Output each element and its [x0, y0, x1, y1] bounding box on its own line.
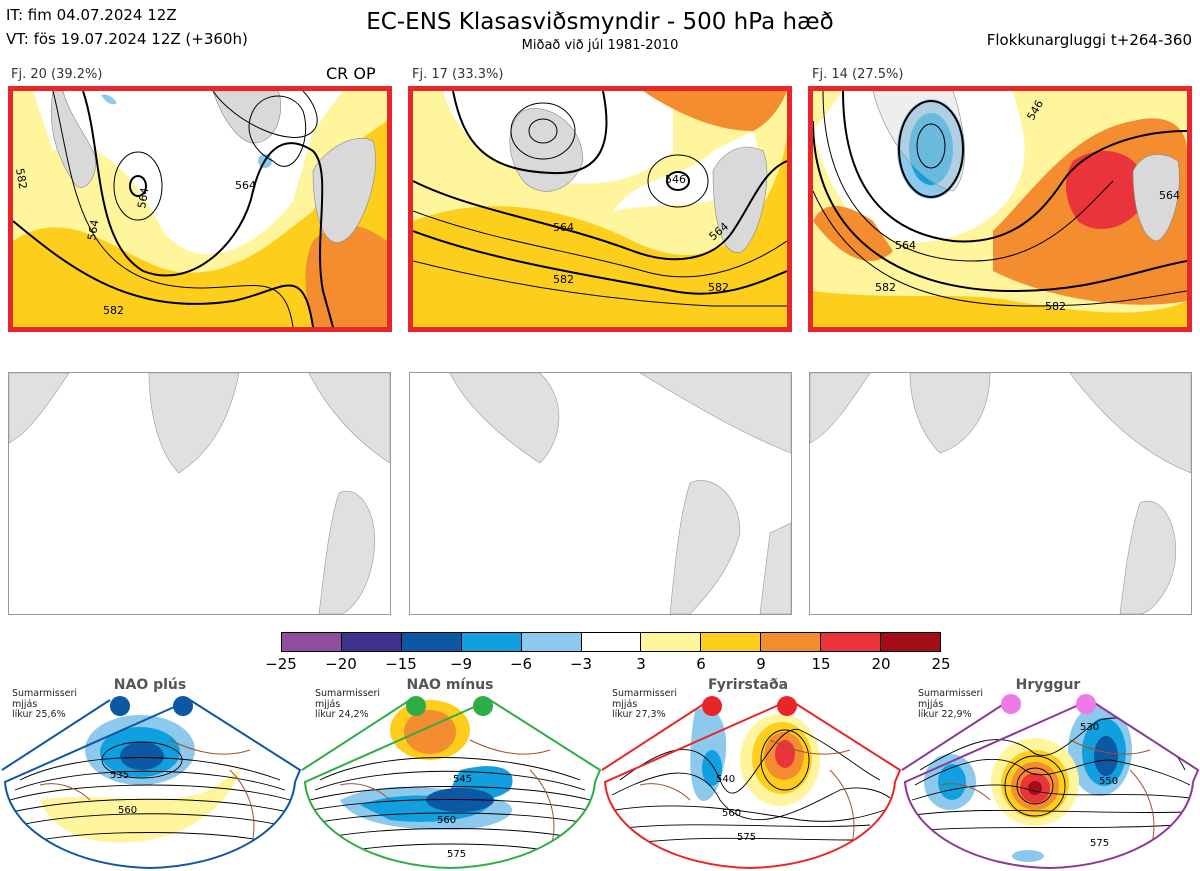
contour-label: 575: [1090, 838, 1109, 849]
colorbar-tick-label: 20: [871, 655, 891, 673]
contour-label: 582: [553, 273, 574, 286]
colorbar-swatch: [520, 633, 581, 651]
contour-label: 564: [895, 239, 916, 252]
contour-label: 540: [716, 774, 735, 785]
regime-2-meta: Sumarmisseri mjjás líkur 24,2%: [315, 688, 381, 720]
blank-map-2: [409, 372, 792, 615]
colorbar-tick-label: 6: [696, 655, 706, 673]
colorbar-tick-label: −25: [265, 655, 297, 673]
regime-1-marker-left: [110, 696, 130, 716]
regime-4-title: Hryggur: [1015, 677, 1081, 693]
regime-2-marker-left: [406, 696, 426, 716]
regime-1-title: NAO plús: [113, 677, 187, 693]
colorbar-swatch: [340, 633, 401, 651]
colorbar-swatch: [820, 633, 881, 651]
blank-map-3: [809, 372, 1192, 615]
contour-label: 560: [118, 805, 137, 816]
contour-label: 564: [235, 179, 256, 192]
regime-3-marker-left: [702, 696, 722, 716]
contour-label: 564: [85, 219, 101, 242]
colorbar-swatch: [700, 633, 761, 651]
colorbar-swatch: [760, 633, 821, 651]
contour-label: 564: [553, 221, 574, 234]
init-time: IT: fim 04.07.2024 12Z: [6, 6, 177, 24]
cluster-3-map: 546 564 582 582 564: [808, 86, 1192, 332]
contour-label: 575: [737, 832, 756, 843]
colorbar-swatch: [880, 633, 940, 651]
cluster-3-label: Fj. 14 (27.5%): [812, 67, 904, 82]
regime-4-meta: Sumarmisseri mjjás líkur 22,9%: [918, 688, 984, 720]
contour-label: 582: [875, 281, 896, 294]
regime-1-map: 535 560: [1, 696, 302, 870]
regime-3-marker-right: [777, 696, 797, 716]
contour-label: 582: [103, 304, 124, 317]
page-subtitle: Miðað við júl 1981-2010: [521, 38, 679, 53]
valid-time: VT: fös 19.07.2024 12Z (+360h): [6, 30, 248, 48]
contour-label: 575: [447, 849, 466, 860]
colorbar-swatch: [640, 633, 701, 651]
regime-3-title: Fyrirstaða: [707, 677, 789, 693]
regime-2-title: NAO mínus: [406, 677, 494, 693]
contour-label: 560: [722, 808, 741, 819]
colorbar-tick-label: −3: [569, 655, 593, 673]
colorbar: [281, 632, 941, 652]
regime-4-marker-right: [1076, 694, 1096, 714]
contour-label: 582: [708, 281, 729, 294]
regime-4-marker-left: [1001, 694, 1021, 714]
blank-map-1: [8, 372, 391, 615]
colorbar-tick-label: −15: [385, 655, 417, 673]
colorbar-tick-label: 15: [811, 655, 831, 673]
contour-label: 545: [453, 774, 472, 785]
regime-1-meta: Sumarmisseri mjjás líkur 25,6%: [12, 688, 78, 720]
colorbar-tick-label: −20: [325, 655, 357, 673]
contour-label: 530: [1080, 722, 1099, 733]
contour-label: 564: [1159, 189, 1180, 202]
cluster-1-badge: CR OP: [326, 64, 376, 83]
colorbar-tick-label: 25: [931, 655, 951, 673]
colorbar-tick-label: 9: [756, 655, 766, 673]
cluster-2-map: 564 546 564 582 582: [408, 86, 792, 332]
regime-2-marker-right: [473, 696, 493, 716]
colorbar-swatch: [400, 633, 461, 651]
contour-label: 560: [437, 815, 456, 826]
cluster-1-map: 564 564 582 564 582: [8, 86, 392, 332]
colorbar-tick-label: −6: [509, 655, 533, 673]
colorbar-tick-label: −9: [449, 655, 473, 673]
page-title: EC-ENS Klasasviðsmyndir - 500 hPa hæð: [366, 9, 834, 35]
contour-label: 582: [13, 167, 29, 190]
cluster-1-label: Fj. 20 (39.2%): [11, 67, 103, 82]
regime-1-marker-right: [173, 696, 193, 716]
contour-label: 546: [665, 173, 686, 186]
cluster-2-label: Fj. 17 (33.3%): [412, 67, 504, 82]
colorbar-swatch: [580, 633, 641, 651]
colorbar-swatch: [460, 633, 521, 651]
regime-3-map: 540 560 575: [601, 696, 902, 870]
colorbar-tick-label: 3: [636, 655, 646, 673]
regime-2-map: 545 560 575: [301, 696, 602, 870]
contour-label: 535: [110, 770, 129, 781]
colorbar-swatch: [282, 633, 341, 651]
contour-label: 582: [1045, 300, 1066, 313]
contour-label: 550: [1099, 776, 1118, 787]
classification-window: Flokkunargluggi t+264-360: [986, 31, 1192, 49]
contour-label: 564: [135, 187, 151, 210]
regime-3-meta: Sumarmisseri mjjás líkur 27,3%: [612, 688, 678, 720]
regime-4-map: 530 550 575: [901, 694, 1200, 870]
